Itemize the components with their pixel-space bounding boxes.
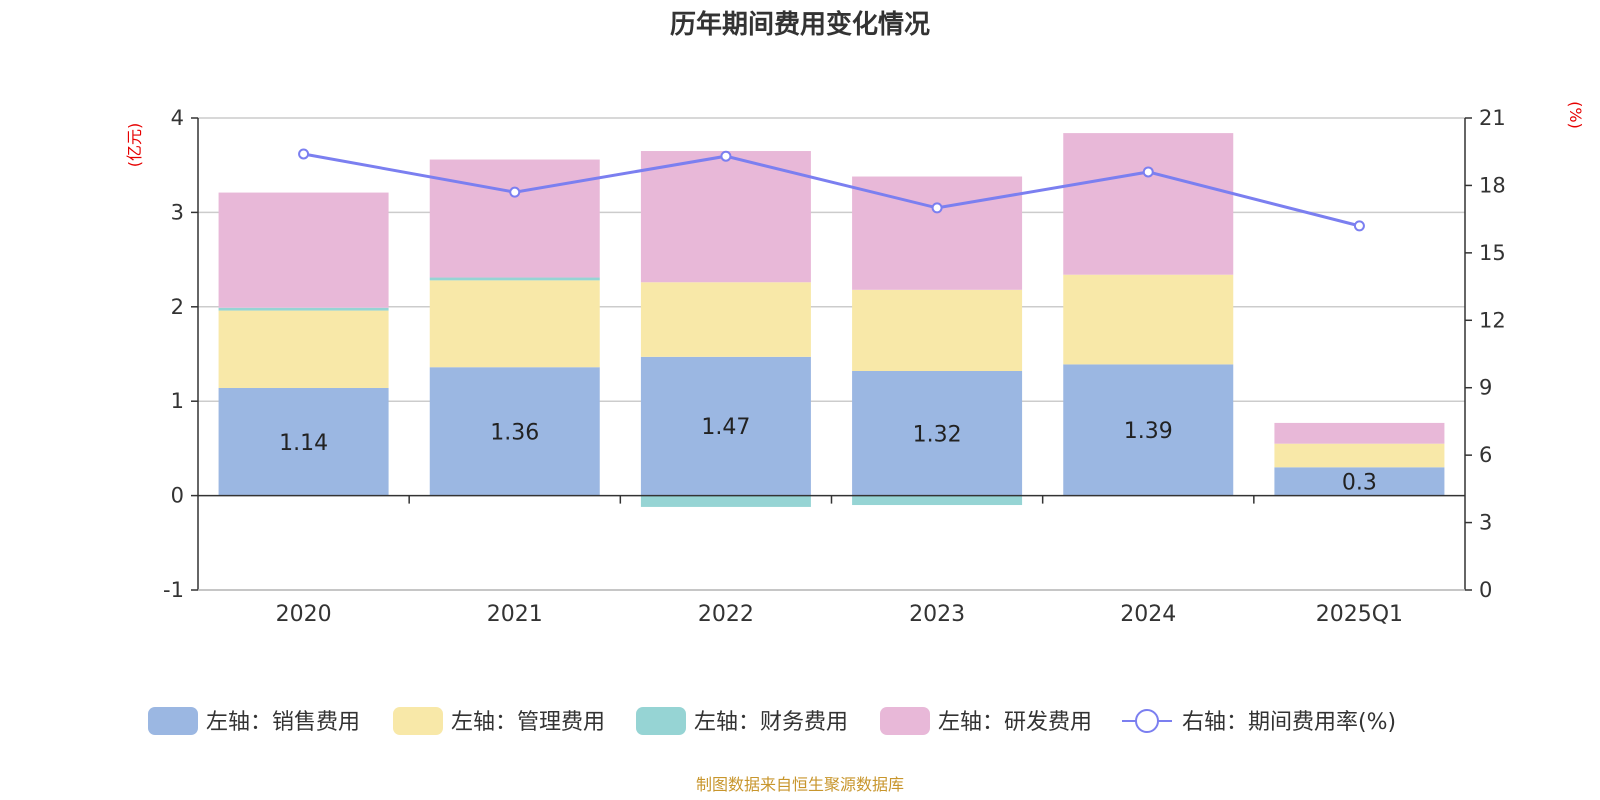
right-tick-label: 3 <box>1479 511 1492 535</box>
bar-value-label: 1.14 <box>279 431 328 456</box>
x-tick-label: 2020 <box>276 602 332 627</box>
legend-label: 右轴：期间费用率(%) <box>1182 710 1396 735</box>
bar-segment <box>640 151 811 283</box>
bar-segment <box>852 289 1023 371</box>
x-tick-label: 2023 <box>909 602 965 627</box>
rate-line <box>298 148 1365 232</box>
rate-point <box>720 150 732 162</box>
legend-label: 左轴：财务费用 <box>694 710 848 735</box>
legend-label: 左轴：销售费用 <box>206 710 360 735</box>
right-tick-label: 15 <box>1479 241 1506 265</box>
left-tick-label: 2 <box>171 295 184 319</box>
bar-segment <box>640 495 811 507</box>
legend-swatch <box>636 707 686 735</box>
bar-segment <box>218 192 389 308</box>
bar-value-label: 1.39 <box>1124 419 1173 444</box>
left-tick-label: 3 <box>171 200 184 224</box>
legend-label: 左轴：研发费用 <box>938 710 1092 735</box>
bar-segment <box>1063 133 1234 275</box>
bar-segment <box>1063 274 1234 365</box>
bar-value-label: 1.36 <box>490 420 539 445</box>
bar-segment <box>852 370 1023 496</box>
bar-segment <box>1063 364 1234 496</box>
left-tick-label: 0 <box>171 484 184 508</box>
data-labels: 1.14 1.36 1.47 1.32 1.39 0.3 <box>279 415 1377 495</box>
legend-swatch <box>880 707 930 735</box>
bar-value-label: 1.47 <box>701 415 750 440</box>
bar-value-label: 1.32 <box>913 422 962 447</box>
right-axis-unit: (%) <box>1566 101 1585 129</box>
bar-segment <box>1274 443 1445 468</box>
legend-swatch <box>148 707 198 735</box>
rate-point <box>931 202 943 214</box>
left-tick-label: 4 <box>171 106 184 130</box>
rate-point <box>1353 220 1365 232</box>
bar-segment <box>1274 422 1445 444</box>
x-tick-label: 2021 <box>487 602 543 627</box>
rate-point <box>509 186 521 198</box>
rate-line-path <box>303 152 1360 228</box>
bar-segment <box>640 356 811 496</box>
bars <box>218 133 1445 507</box>
right-tick-label: 0 <box>1479 578 1492 602</box>
bar-segment <box>429 367 600 496</box>
bar-segment <box>429 159 600 278</box>
bar-segment <box>218 307 389 311</box>
source-note: 制图数据来自恒生聚源数据库 <box>696 775 904 794</box>
x-tick-label: 2025Q1 <box>1316 602 1403 627</box>
bar-segment <box>640 282 811 357</box>
left-tick-label: 1 <box>171 389 184 413</box>
chart-title: 历年期间费用变化情况 <box>670 9 930 40</box>
bar-segment <box>429 277 600 281</box>
left-tick-label: -1 <box>163 578 184 602</box>
legend-swatch <box>393 707 443 735</box>
bar-segment <box>218 310 389 388</box>
right-tick-label: 21 <box>1479 106 1506 130</box>
right-tick-label: 18 <box>1479 173 1506 197</box>
right-tick-label: 6 <box>1479 443 1492 467</box>
bar-segment <box>852 495 1023 506</box>
x-tick-label: 2024 <box>1120 602 1176 627</box>
rate-point <box>298 148 310 160</box>
left-axis-unit: (亿元) <box>125 123 144 168</box>
bar-value-label: 0.3 <box>1342 470 1377 495</box>
legend: 左轴：销售费用 左轴：管理费用 左轴：财务费用 左轴：研发费用 右轴：期间费用率(%) <box>148 707 1396 735</box>
legend-label: 左轴：管理费用 <box>451 710 605 735</box>
bar-segment <box>1274 467 1445 496</box>
right-tick-label: 9 <box>1479 376 1492 400</box>
rate-point <box>1142 166 1154 178</box>
right-tick-label: 12 <box>1479 308 1506 332</box>
legend-marker <box>1135 709 1159 733</box>
bar-segment <box>429 280 600 368</box>
x-tick-label: 2022 <box>698 602 754 627</box>
bar-segment <box>218 387 389 496</box>
